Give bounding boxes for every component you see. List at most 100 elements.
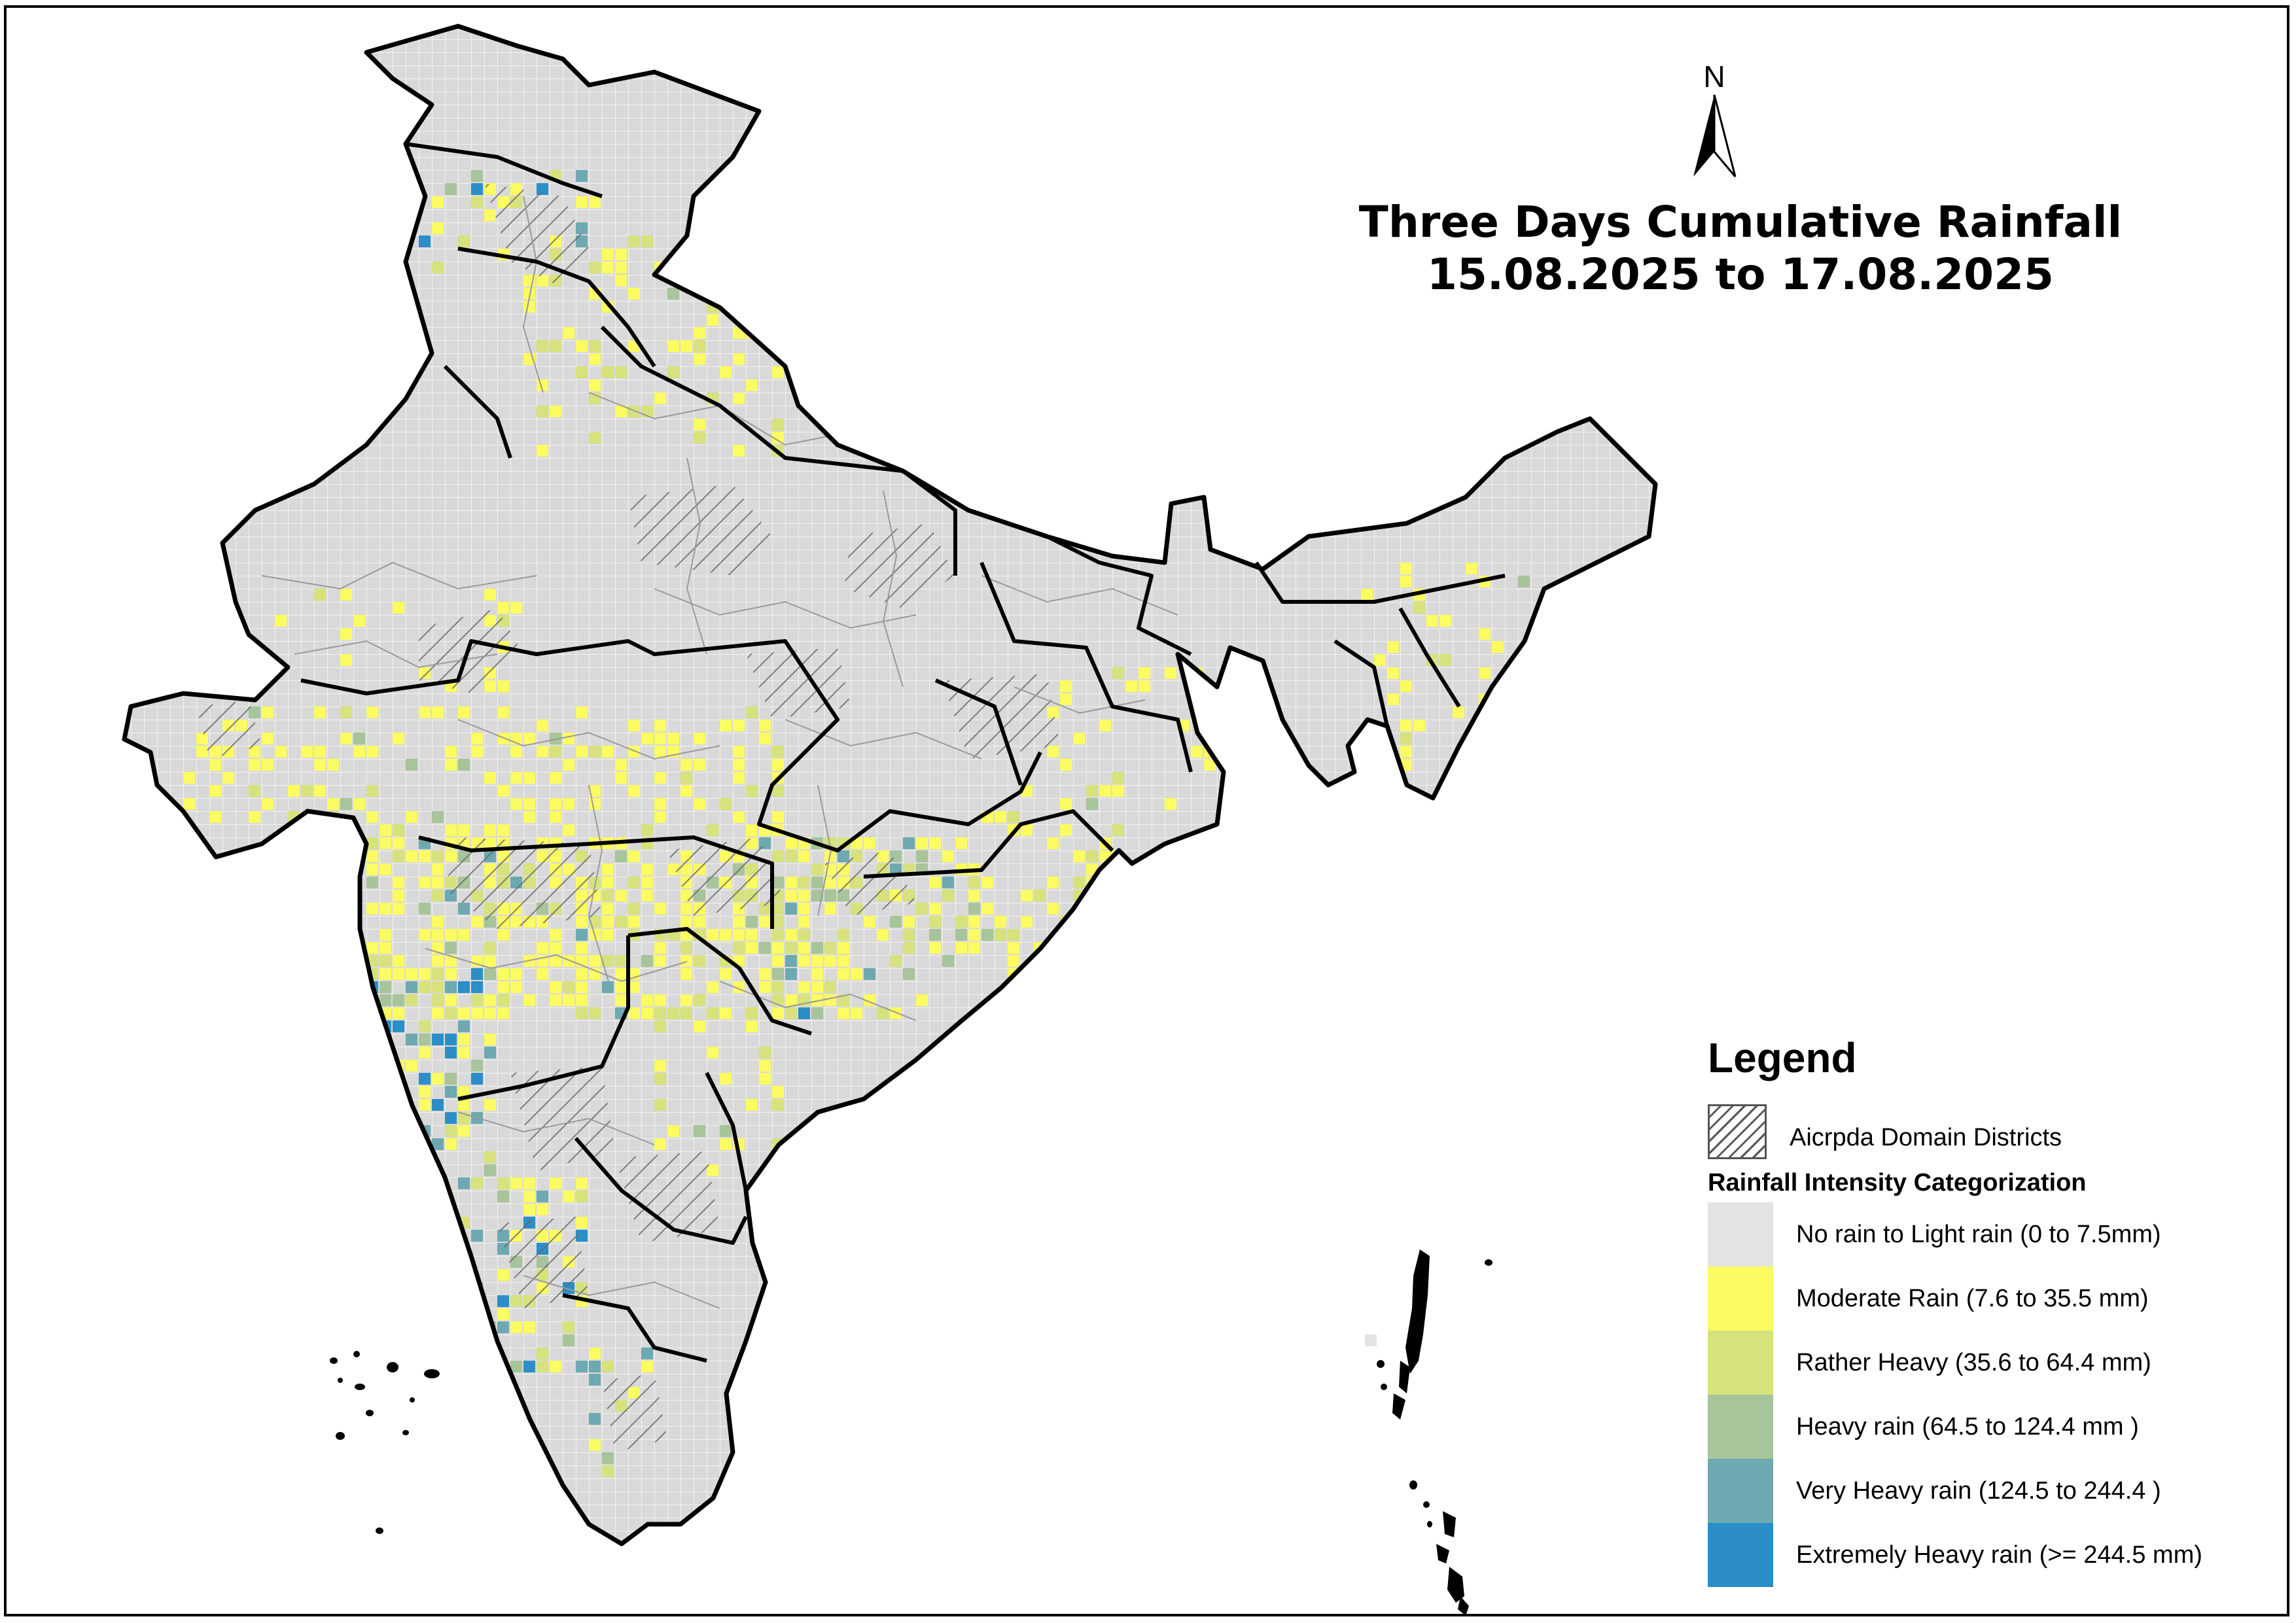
- rain-cell: [393, 903, 404, 915]
- rain-cell: [694, 432, 705, 444]
- rain-cell: [759, 942, 771, 954]
- rain-cell: [654, 393, 666, 404]
- rain-cell: [785, 850, 797, 862]
- rain-cell: [327, 759, 339, 771]
- rain-cell: [602, 890, 614, 901]
- rain-cell: [916, 837, 928, 849]
- rain-cell: [432, 955, 444, 967]
- rain-cell: [471, 981, 483, 993]
- rain-cell: [484, 955, 496, 967]
- rain-cell: [340, 589, 352, 601]
- rain-cell: [262, 759, 274, 771]
- rain-cell: [1518, 576, 1530, 587]
- rain-cell: [484, 1164, 496, 1176]
- rain-cell: [785, 903, 797, 915]
- rain-cell: [733, 720, 745, 731]
- rain-cell: [340, 824, 352, 836]
- rain-cell: [380, 903, 391, 915]
- rain-cell: [1400, 746, 1412, 758]
- rain-cell: [550, 798, 561, 810]
- rain-cell: [811, 877, 823, 888]
- rain-cell: [576, 929, 588, 941]
- rain-cell: [393, 877, 404, 888]
- rain-cell: [955, 942, 967, 954]
- rain-cell: [654, 942, 666, 954]
- rain-cell: [366, 877, 378, 888]
- rain-cell: [641, 1348, 653, 1359]
- rain-cell: [772, 262, 784, 273]
- rain-cell: [628, 720, 640, 731]
- rain-cell: [1021, 824, 1033, 836]
- rain-cell: [497, 968, 509, 980]
- rain-cell: [811, 890, 823, 901]
- rain-cell: [471, 1007, 483, 1019]
- rain-cell: [694, 1021, 705, 1032]
- rain-cell: [1112, 785, 1124, 797]
- rain-cell: [537, 1204, 548, 1215]
- rain-cell: [484, 589, 496, 601]
- rain-cell: [458, 929, 470, 941]
- rain-cell: [432, 262, 444, 273]
- rain-cell: [301, 785, 313, 797]
- rain-cell: [694, 916, 705, 928]
- rain-cell: [432, 1073, 444, 1085]
- rain-cell: [733, 772, 745, 784]
- rain-cell: [510, 1295, 522, 1307]
- rain-cell: [1413, 602, 1425, 614]
- rain-cell: [1112, 772, 1124, 784]
- rain-cell: [798, 955, 810, 967]
- rain-cell: [432, 1099, 444, 1111]
- rain-cell: [550, 340, 561, 352]
- rain-cell: [759, 968, 771, 980]
- rain-cell: [432, 196, 444, 208]
- rain-cell: [393, 602, 404, 614]
- rain-cell: [785, 942, 797, 954]
- rain-cell: [458, 236, 470, 247]
- rain-cell: [510, 798, 522, 810]
- rain-cell: [1060, 824, 1072, 836]
- rain-cell: [838, 994, 849, 1006]
- legend-swatch: [1708, 1523, 1773, 1587]
- rain-cell: [851, 968, 862, 980]
- rain-cell: [785, 955, 797, 967]
- rain-cell: [523, 301, 535, 313]
- rain-cell: [798, 877, 810, 888]
- rain-cell: [497, 1178, 509, 1189]
- rain-cell: [615, 955, 627, 967]
- rain-cell: [366, 811, 378, 823]
- rain-cell: [995, 916, 1006, 928]
- rain-cell: [811, 955, 823, 967]
- rain-cell: [720, 968, 732, 980]
- rain-cell: [929, 916, 941, 928]
- rain-cell: [824, 981, 836, 993]
- rain-cell: [694, 419, 705, 430]
- rain-cell: [785, 1007, 797, 1019]
- rain-cell: [1021, 916, 1033, 928]
- rain-cell: [641, 955, 653, 967]
- rain-cell: [772, 903, 784, 915]
- rain-cell: [484, 994, 496, 1006]
- rain-cell: [1387, 667, 1399, 679]
- rain-cell: [615, 994, 627, 1006]
- rain-cell: [615, 759, 627, 771]
- rain-cell: [1047, 877, 1059, 888]
- rain-cell: [366, 942, 378, 954]
- rain-cell: [641, 1007, 653, 1019]
- rain-cell: [615, 981, 627, 993]
- rain-cell: [1099, 955, 1111, 967]
- rain-cell: [602, 1361, 614, 1372]
- rain-cell: [445, 942, 457, 954]
- rain-cell: [955, 916, 967, 928]
- rain-cell: [733, 746, 745, 758]
- rain-cell: [602, 903, 614, 915]
- rain-cell: [537, 406, 548, 417]
- rain-cell: [981, 929, 993, 941]
- rain-cell: [419, 968, 431, 980]
- rain-cell: [445, 183, 457, 195]
- rain-cell: [484, 1099, 496, 1111]
- rain-cell: [406, 850, 417, 862]
- rain-cell: [680, 994, 692, 1006]
- rain-cell: [772, 981, 784, 993]
- rain-cell: [824, 942, 836, 954]
